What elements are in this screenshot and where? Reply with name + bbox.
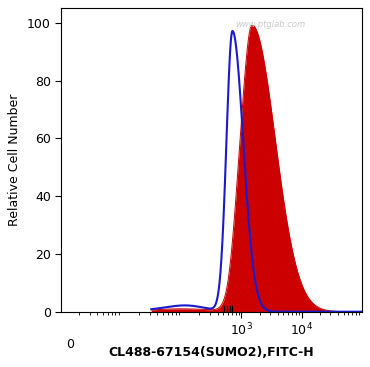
Text: 0: 0 [66, 338, 74, 351]
Y-axis label: Relative Cell Number: Relative Cell Number [9, 94, 21, 226]
X-axis label: CL488-67154(SUMO2),FITC-H: CL488-67154(SUMO2),FITC-H [109, 346, 314, 359]
Text: www.ptglab.com: www.ptglab.com [235, 20, 305, 29]
